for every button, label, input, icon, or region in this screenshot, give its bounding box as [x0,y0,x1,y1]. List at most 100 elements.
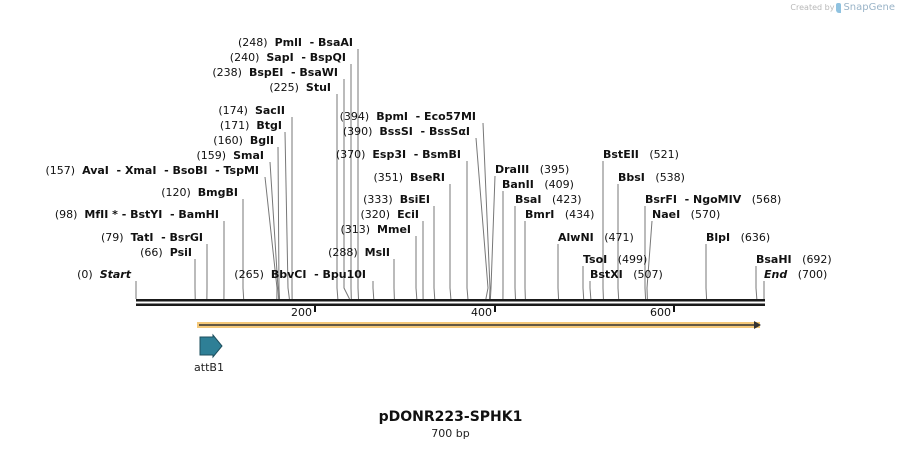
site-enzyme-name: AlwNI [558,231,594,244]
tick-mark [673,306,675,312]
restriction-site-label[interactable]: (240) SapI - BspQI [230,51,346,64]
snapgene-logo-icon [836,2,842,13]
restriction-site-label[interactable]: AlwNI (471) [558,231,634,244]
restriction-site-label[interactable]: End (700) [764,268,827,281]
site-enzyme-name: PsiI [170,246,192,259]
restriction-site-label[interactable]: BsaI (423) [515,193,582,206]
restriction-site-label[interactable]: (370) Esp3I - BsmBI [336,148,461,161]
site-enzyme-name: MslI [365,246,390,259]
tick-mark [314,306,316,312]
restriction-site-label[interactable]: (238) BspEI - BsaWI [212,66,338,79]
restriction-site-label[interactable]: (160) BglI [213,134,274,147]
restriction-site-label[interactable]: (79) TatI - BsrGI [101,231,203,244]
site-line [755,266,758,300]
tick-label: 400 [471,306,492,319]
features: attB1 [194,321,761,374]
site-position: (98) [55,208,85,221]
site-enzyme-name: TsoI [583,253,607,266]
site-enzyme-name: NaeI [652,208,680,221]
backbone-bottom-strand [136,303,765,306]
site-position: (288) [328,246,365,259]
restriction-site-label[interactable]: (120) BmgBI [161,186,238,199]
restriction-site-label[interactable]: DraIII (395) [495,163,569,176]
site-position: (238) [212,66,249,79]
site-enzyme-name: MmeI [377,223,411,236]
site-enzyme-name: BseRI [410,171,445,184]
site-position: (499) [607,253,647,266]
site-enzyme-name: BsiEI [400,193,430,206]
site-position: (538) [645,171,685,184]
site-position: (0) [77,268,100,281]
site-enzyme-name: BstEII [603,148,639,161]
site-enzyme-name: BsrFI - NgoMIV [645,193,742,206]
site-position: (313) [340,223,377,236]
credit-prefix: Created by [790,3,835,12]
restriction-site-label[interactable]: TsoI (499) [583,253,647,266]
site-position: (700) [787,268,827,281]
site-enzyme-name: End [764,268,787,281]
restriction-site-label[interactable]: (288) MslI [328,246,390,259]
site-enzyme-name: BglI [250,134,274,147]
site-position: (248) [238,36,275,49]
restriction-site-label[interactable]: NaeI (570) [652,208,720,221]
site-position: (240) [230,51,267,64]
site-position: (471) [594,231,634,244]
site-line [482,122,491,300]
orf-arrowhead-icon [754,321,761,329]
restriction-site-label[interactable]: (0) Start [77,268,132,281]
site-line [284,131,290,300]
site-line [415,236,418,300]
restriction-site-label[interactable]: (66) PsiI [140,246,192,259]
plasmid-length: 700 bp [431,427,470,440]
site-line [644,206,647,300]
scale-ticks: 200 400 600 [291,306,675,319]
restriction-site-label[interactable]: (394) BpmI - Eco57MI [340,110,476,123]
site-line [336,94,339,300]
site-enzyme-name: MfII * - BstYI - BamHI [84,208,219,221]
site-position: (320) [361,208,398,221]
site-position: (570) [680,208,720,221]
restriction-site-label[interactable]: BanII (409) [502,178,574,191]
restriction-site-label[interactable]: BmrI (434) [525,208,594,221]
restriction-site-label[interactable]: (157) AvaI - XmaI - BsoBI - TspMI [46,164,259,177]
tick-label: 600 [650,306,671,319]
site-line [705,244,708,300]
site-line [589,281,592,300]
site-position: (159) [197,149,234,162]
site-position: (120) [161,186,198,199]
restriction-site-label[interactable]: BsaHI (692) [756,253,832,266]
restriction-site-label[interactable]: BlpI (636) [706,231,770,244]
restriction-site-label[interactable]: BsrFI - NgoMIV (568) [645,193,781,206]
restriction-site-label[interactable]: (98) MfII * - BstYI - BamHI [55,208,219,221]
site-line [433,206,436,300]
restriction-site-label[interactable]: (174) SacII [218,104,285,117]
site-enzyme-name: SapI - BspQI [266,51,346,64]
site-line [617,184,620,300]
restriction-site-label[interactable]: (225) StuI [269,81,331,94]
restriction-site-label[interactable]: BstEII (521) [603,148,679,161]
site-position: (265) [234,268,271,281]
site-position: (157) [46,164,83,177]
site-enzyme-name: BbvCI - Bpu10I [271,268,366,281]
restriction-site-label[interactable]: (265) BbvCI - Bpu10I [234,268,366,281]
restriction-site-label[interactable]: BbsI (538) [618,171,685,184]
site-line [264,176,278,300]
site-position: (423) [541,193,581,206]
site-enzyme-name: Start [100,268,132,281]
snapgene-credit: Created by SnapGene [790,2,895,13]
site-line [269,161,280,300]
restriction-site-label[interactable]: BstXI (507) [590,268,663,281]
site-enzyme-name: BsaHI [756,253,792,266]
site-enzyme-name: SacII [255,104,285,117]
site-line [277,146,281,300]
restriction-site-label[interactable]: (248) PmlI - BsaAI [238,36,353,49]
restriction-site-label[interactable]: (313) MmeI [340,223,411,236]
restriction-site-label[interactable]: (171) BtgI [220,119,282,132]
site-position: (394) [340,110,377,123]
restriction-site-label[interactable]: (351) BseRI [373,171,445,184]
restriction-site-label[interactable]: (390) BssSI - BssSαI [343,125,470,138]
restriction-site-label[interactable]: (159) SmaI [197,149,264,162]
attb1-feature-arrow-icon[interactable] [199,333,223,359]
restriction-site-label[interactable]: (333) BsiEI [363,193,430,206]
restriction-site-label[interactable]: (320) EciI [361,208,419,221]
